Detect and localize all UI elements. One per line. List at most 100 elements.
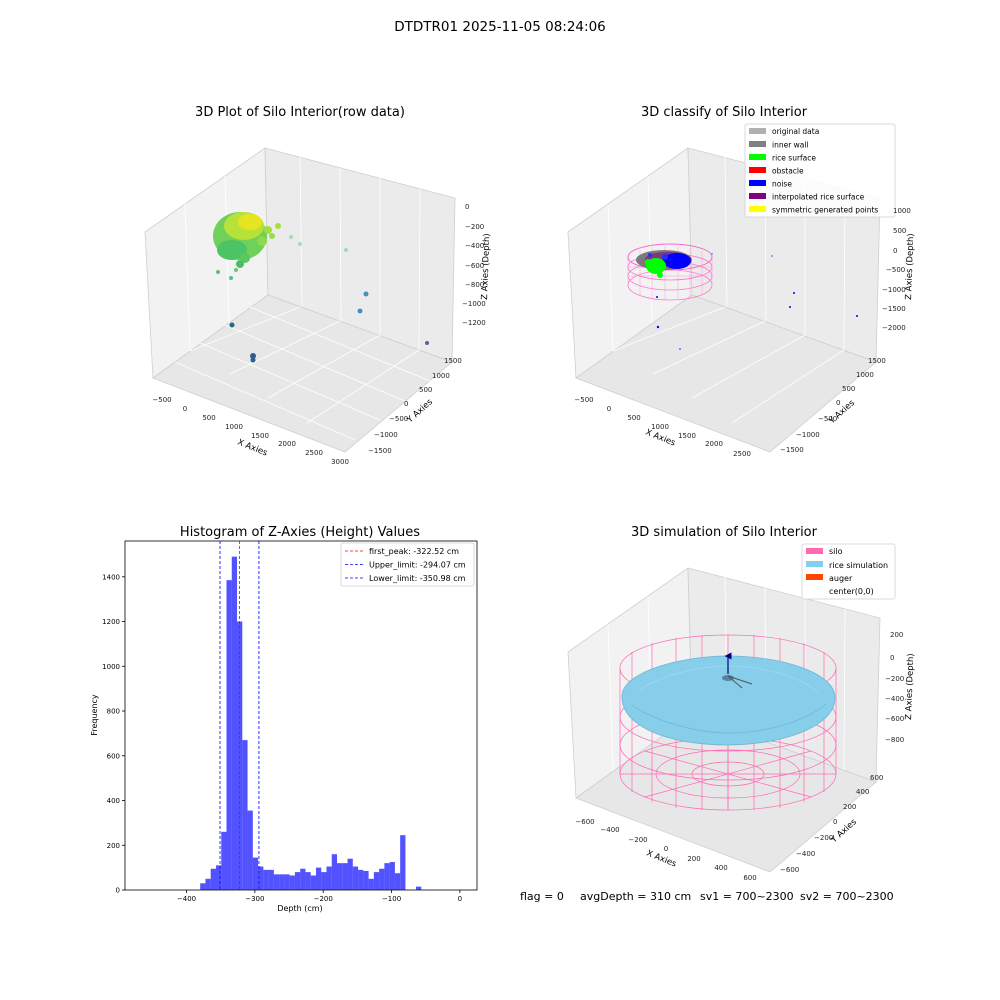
histogram-bar	[337, 863, 343, 890]
histogram-y-tick-label: 0	[116, 887, 120, 895]
svg-text:1500: 1500	[868, 357, 886, 365]
histogram-bar	[231, 556, 238, 890]
svg-text:−500: −500	[886, 266, 905, 274]
svg-text:−400: −400	[796, 850, 815, 858]
histogram-bar	[415, 886, 422, 890]
svg-text:obstacle: obstacle	[772, 167, 804, 176]
raw-z-label: Z Axies (Depth)	[480, 233, 492, 300]
histogram-bar	[384, 863, 390, 890]
raw-point-cloud	[213, 212, 429, 363]
histogram-bar	[215, 865, 222, 890]
classify-x-ticks: −500 0 500 1000 1500 2000 2500	[574, 396, 751, 458]
histogram-y-tick-label: 1200	[102, 618, 120, 626]
simulation-legend: silo rice simulation auger center(0,0)	[801, 543, 896, 600]
histogram-y-tick-label: 200	[107, 842, 120, 850]
panel-histogram: Histogram of Z-Axies (Height) Values −40…	[90, 525, 478, 913]
classify-z-ticks: 1000 500 0 −500 −1000 −1500 −2000	[882, 207, 911, 332]
svg-text:−500: −500	[574, 396, 593, 404]
simulation-legend-item: rice simulation	[806, 561, 888, 570]
histogram-bar	[284, 874, 290, 890]
svg-text:rice simulation: rice simulation	[829, 561, 888, 570]
histogram-bar	[273, 874, 280, 890]
histogram-bar	[210, 868, 216, 890]
histogram-x-tick-label: 0	[458, 895, 462, 903]
svg-text:600: 600	[743, 874, 756, 882]
svg-text:inner wall: inner wall	[772, 141, 809, 150]
svg-text:Upper_limit: -294.07 cm: Upper_limit: -294.07 cm	[369, 561, 466, 570]
histogram-y-tick-label: 600	[107, 752, 120, 760]
histogram-bar	[331, 854, 338, 890]
raw-z-ticks: 0 −200 −400 −600 −800 −1000 −1200	[462, 203, 486, 327]
avg-depth-text: avgDepth = 310 cm	[580, 890, 691, 903]
histogram-x-tick-label: −300	[245, 895, 264, 903]
histogram-legend-item: first_peak: -322.52 cm	[345, 547, 459, 556]
classify-legend-item: rice surface	[749, 154, 816, 163]
histogram-bar	[315, 867, 322, 890]
histogram-x-tick-label: −400	[177, 895, 196, 903]
flag-text: flag = 0	[520, 890, 564, 903]
histogram-title: Histogram of Z-Axies (Height) Values	[180, 525, 420, 540]
histogram-bar	[394, 873, 401, 890]
svg-text:1000: 1000	[432, 372, 450, 380]
histogram-bar	[321, 872, 327, 890]
svg-text:−500: −500	[152, 396, 171, 404]
svg-text:−1500: −1500	[368, 447, 392, 455]
raw-x-ticks: −500 0 500 1000 1500 2000 2500 3000	[152, 396, 349, 466]
svg-text:−1000: −1000	[374, 431, 398, 439]
svg-text:−1500: −1500	[882, 305, 906, 313]
panel-raw-3d: 3D Plot of Silo Interior(row data)	[144, 105, 492, 466]
histogram-bar	[237, 621, 243, 890]
panel-raw-title: 3D Plot of Silo Interior(row data)	[195, 105, 405, 120]
histogram-bar	[342, 863, 348, 890]
svg-text:−1500: −1500	[780, 446, 804, 454]
sv1-text: sv1 = 700~2300	[700, 890, 794, 903]
svg-text:500: 500	[893, 227, 906, 235]
svg-text:500: 500	[842, 385, 855, 393]
histogram-bar	[326, 866, 332, 890]
classify-legend-item: inner wall	[749, 141, 809, 150]
simulation-title: 3D simulation of Silo Interior	[631, 525, 818, 540]
svg-text:1000: 1000	[225, 423, 243, 431]
histogram-x-tick-label: −200	[314, 895, 333, 903]
histogram-bar	[310, 875, 316, 890]
histogram-bar	[373, 872, 380, 890]
histogram-bar	[379, 868, 385, 890]
histogram-bar	[347, 858, 353, 890]
histogram-legend: first_peak: -322.52 cm Upper_limit: -294…	[340, 542, 475, 587]
svg-text:2000: 2000	[278, 440, 296, 448]
simulation-legend-item: silo	[806, 547, 843, 556]
classify-point-cloud	[627, 243, 858, 350]
svg-text:1500: 1500	[251, 432, 269, 440]
svg-text:500: 500	[627, 414, 640, 422]
svg-text:original data: original data	[772, 127, 819, 136]
simulation-x-label: X Axies	[645, 849, 678, 870]
svg-text:0: 0	[607, 405, 611, 413]
simulation-legend-item: auger	[806, 574, 853, 583]
svg-text:−1000: −1000	[882, 286, 906, 294]
classify-z-label: Z Axies (Depth)	[904, 233, 916, 300]
histogram-bar	[279, 874, 285, 890]
svg-text:400: 400	[714, 864, 727, 872]
simulation-x-ticks: −600 −400 −200 0 200 400 600	[575, 818, 756, 882]
svg-text:1000: 1000	[856, 371, 874, 379]
svg-text:−800: −800	[465, 281, 484, 289]
histogram-bar	[294, 872, 301, 890]
histogram-bar	[363, 870, 369, 890]
svg-text:−400: −400	[885, 695, 904, 703]
histogram-bar	[221, 831, 227, 890]
svg-text:500: 500	[419, 386, 432, 394]
simulation-y-ticks: −600 −400 −200 0 200 400 600	[780, 774, 883, 874]
classify-legend-item: obstacle	[749, 167, 804, 176]
svg-text:−500: −500	[818, 415, 837, 423]
svg-text:−400: −400	[465, 242, 484, 250]
simulation-z-label: Z Axies (Depth)	[904, 653, 916, 720]
histogram-bar	[389, 862, 395, 890]
histogram-plot: −400 −300 −200 −100 0 0 200 400 600 800 1000 1200 14…	[102, 540, 478, 903]
svg-text:−200: −200	[885, 675, 904, 683]
raw-y-ticks: −1500 −1000 −500 0 500 1000 1500	[368, 357, 462, 455]
svg-text:0: 0	[664, 845, 668, 853]
histogram-bar	[226, 580, 232, 890]
classify-y-ticks: −1500 −1000 −500 0 500 1000 1500	[780, 357, 886, 454]
svg-text:−600: −600	[885, 715, 904, 723]
